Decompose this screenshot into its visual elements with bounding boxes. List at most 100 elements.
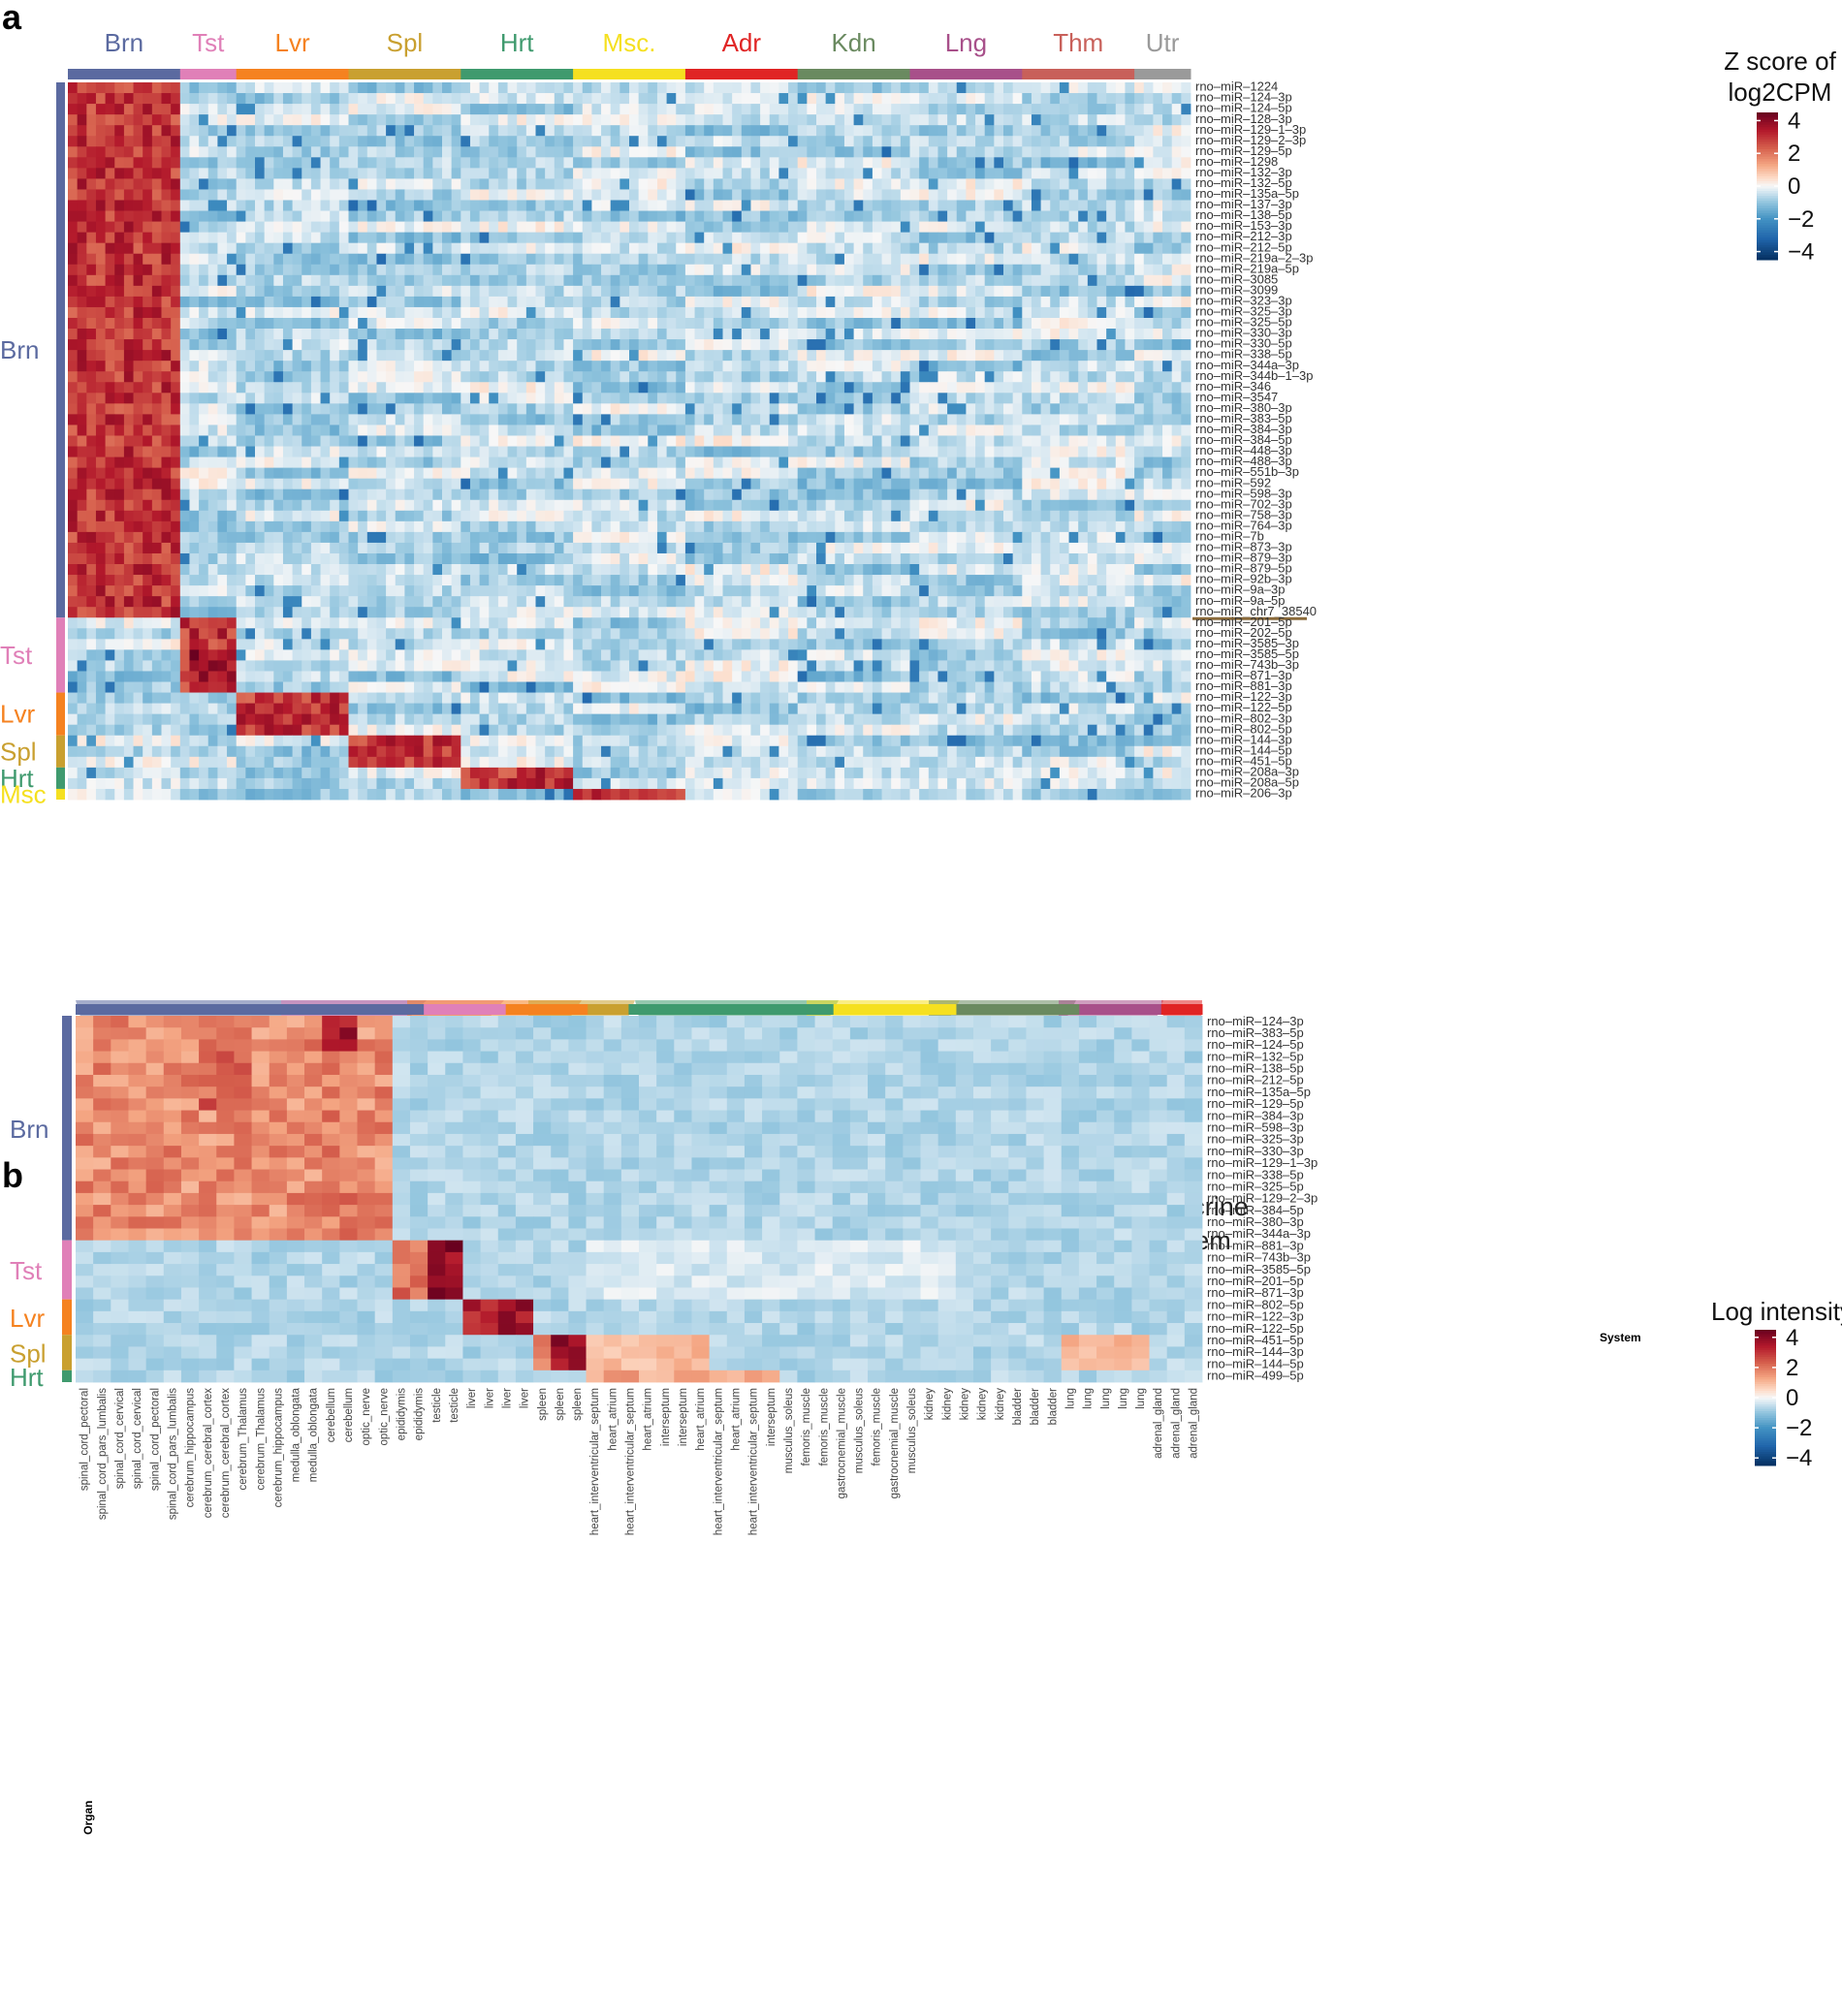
panel-a-heatmap-cell <box>956 82 967 94</box>
panel-a-heatmap-cell <box>517 296 527 308</box>
panel-a-heatmap-cell <box>86 157 97 169</box>
panel-a-heatmap-cell <box>704 296 715 308</box>
panel-a-heatmap-cell <box>469 446 480 457</box>
panel-a-heatmap-cell <box>404 499 415 512</box>
panel-a-heatmap-cell <box>479 306 490 319</box>
panel-a-heatmap-cell <box>68 264 79 276</box>
panel-a-heatmap-cell <box>86 253 97 266</box>
panel-a-heatmap-cell <box>264 253 274 266</box>
panel-a-heatmap-cell <box>994 136 1004 147</box>
panel-a-heatmap-cell <box>236 446 246 457</box>
panel-a-heatmap-cell <box>937 403 948 415</box>
panel-a-heatmap-cell <box>1181 146 1191 158</box>
panel-a-heatmap-cell <box>423 329 433 340</box>
panel-a-heatmap-cell <box>171 157 181 169</box>
panel-a-heatmap-cell <box>909 478 920 490</box>
panel-a-heatmap-cell <box>648 274 658 287</box>
panel-a-heatmap-cell <box>1059 285 1069 298</box>
panel-a-heatmap-cell <box>947 242 958 255</box>
panel-a-heatmap-cell <box>928 82 938 94</box>
panel-a-heatmap-cell <box>629 189 640 201</box>
panel-a-heatmap-cell <box>1012 114 1023 126</box>
panel-a-heatmap-cell <box>123 274 134 287</box>
panel-a-heatmap-cell <box>366 253 377 266</box>
panel-a-heatmap-cell <box>656 82 667 94</box>
panel-a-heatmap-cell <box>937 221 948 234</box>
panel-a-heatmap-cell <box>143 178 153 190</box>
panel-a-heatmap-cell <box>704 361 715 372</box>
panel-a-heatmap-cell <box>217 157 228 169</box>
panel-a-heatmap-cell <box>330 168 340 179</box>
panel-a-heatmap-cell <box>479 274 490 287</box>
panel-a-heatmap-cell <box>863 339 873 351</box>
panel-a-heatmap-cell <box>863 306 873 319</box>
panel-a-heatmap-cell <box>872 371 882 383</box>
panel-a-heatmap-cell <box>694 499 705 512</box>
panel-a-heatmap-cell <box>395 510 405 522</box>
panel-a-heatmap-cell <box>788 488 799 501</box>
panel-a-heatmap-cell <box>386 414 397 425</box>
panel-a-heatmap-cell <box>684 274 695 287</box>
panel-a-heatmap-cell <box>638 189 649 201</box>
panel-a-heatmap-cell <box>1106 393 1117 404</box>
panel-a-heatmap-cell <box>676 317 686 330</box>
panel-a-heatmap-cell <box>1022 242 1032 255</box>
panel-a-heatmap-cell <box>207 104 218 115</box>
panel-a-heatmap-cell <box>1003 488 1014 501</box>
panel-a-heatmap-cell <box>872 189 882 201</box>
panel-a-heatmap-cell <box>788 499 799 512</box>
panel-a-heatmap-cell <box>507 82 518 94</box>
panel-a-heatmap-cell <box>123 510 134 522</box>
panel-a-heatmap-cell <box>966 232 976 244</box>
panel-a-heatmap-cell <box>825 435 836 447</box>
panel-a-heatmap-cell <box>1012 242 1023 255</box>
panel-a-heatmap-cell <box>489 350 499 362</box>
panel-a-heatmap-cell <box>797 264 808 276</box>
panel-a-heatmap-cell <box>179 446 190 457</box>
panel-a-heatmap-cell <box>442 253 453 266</box>
panel-a-heatmap-cell <box>236 168 246 179</box>
panel-a-heatmap-cell <box>1171 371 1182 383</box>
panel-a-heatmap-cell <box>1162 232 1173 244</box>
panel-a-heatmap-cell <box>947 221 958 234</box>
panel-a-heatmap-cell <box>338 350 349 362</box>
panel-a-heatmap-cell <box>573 488 584 501</box>
panel-a-heatmap-cell <box>937 350 948 362</box>
panel-a-heatmap-cell <box>891 425 902 436</box>
panel-a-heatmap-cell <box>666 446 677 457</box>
panel-a-heatmap-cell <box>1078 125 1089 137</box>
panel-a-heatmap-cell <box>489 189 499 201</box>
panel-a-heatmap-cell <box>1096 114 1107 126</box>
panel-a-heatmap-cell <box>1134 350 1145 362</box>
panel-a-heatmap-cell <box>245 329 256 340</box>
panel-a-heatmap-cell <box>656 146 667 158</box>
panel-a-heatmap-cell <box>310 414 321 425</box>
panel-a-heatmap-cell <box>1134 178 1145 190</box>
panel-a-heatmap-cell <box>1153 488 1163 501</box>
panel-a-heatmap-cell <box>1143 189 1154 201</box>
panel-a-heatmap-cell <box>825 478 836 490</box>
panel-a-heatmap-cell <box>105 329 115 340</box>
panel-a-heatmap-cell <box>966 114 976 126</box>
panel-a-heatmap-cell <box>591 136 602 147</box>
panel-a-heatmap-cell <box>479 264 490 276</box>
panel-a-heatmap-cell <box>404 168 415 179</box>
panel-a-heatmap-cell <box>442 221 453 234</box>
panel-a-heatmap-cell <box>853 221 864 234</box>
panel-a-heatmap-cell <box>469 264 480 276</box>
panel-a-heatmap-cell <box>105 189 115 201</box>
panel-a-heatmap-cell <box>171 499 181 512</box>
panel-a-heatmap-cell <box>900 457 910 469</box>
panel-a-heatmap-cell <box>629 435 640 447</box>
panel-a-heatmap-cell <box>395 520 405 533</box>
panel-a-heatmap-cell <box>68 446 79 457</box>
panel-a-heatmap-cell <box>797 210 808 222</box>
panel-a-heatmap-cell <box>442 393 453 404</box>
panel-a-heatmap-cell <box>199 200 209 211</box>
panel-a-heatmap-cell <box>1087 414 1097 425</box>
panel-a-heatmap-cell <box>414 371 425 383</box>
panel-a-heatmap-cell <box>760 488 771 501</box>
panel-a-heatmap-cell <box>133 446 143 457</box>
panel-a-heatmap-cell <box>451 210 461 222</box>
panel-a-heatmap-cell <box>1059 435 1069 447</box>
